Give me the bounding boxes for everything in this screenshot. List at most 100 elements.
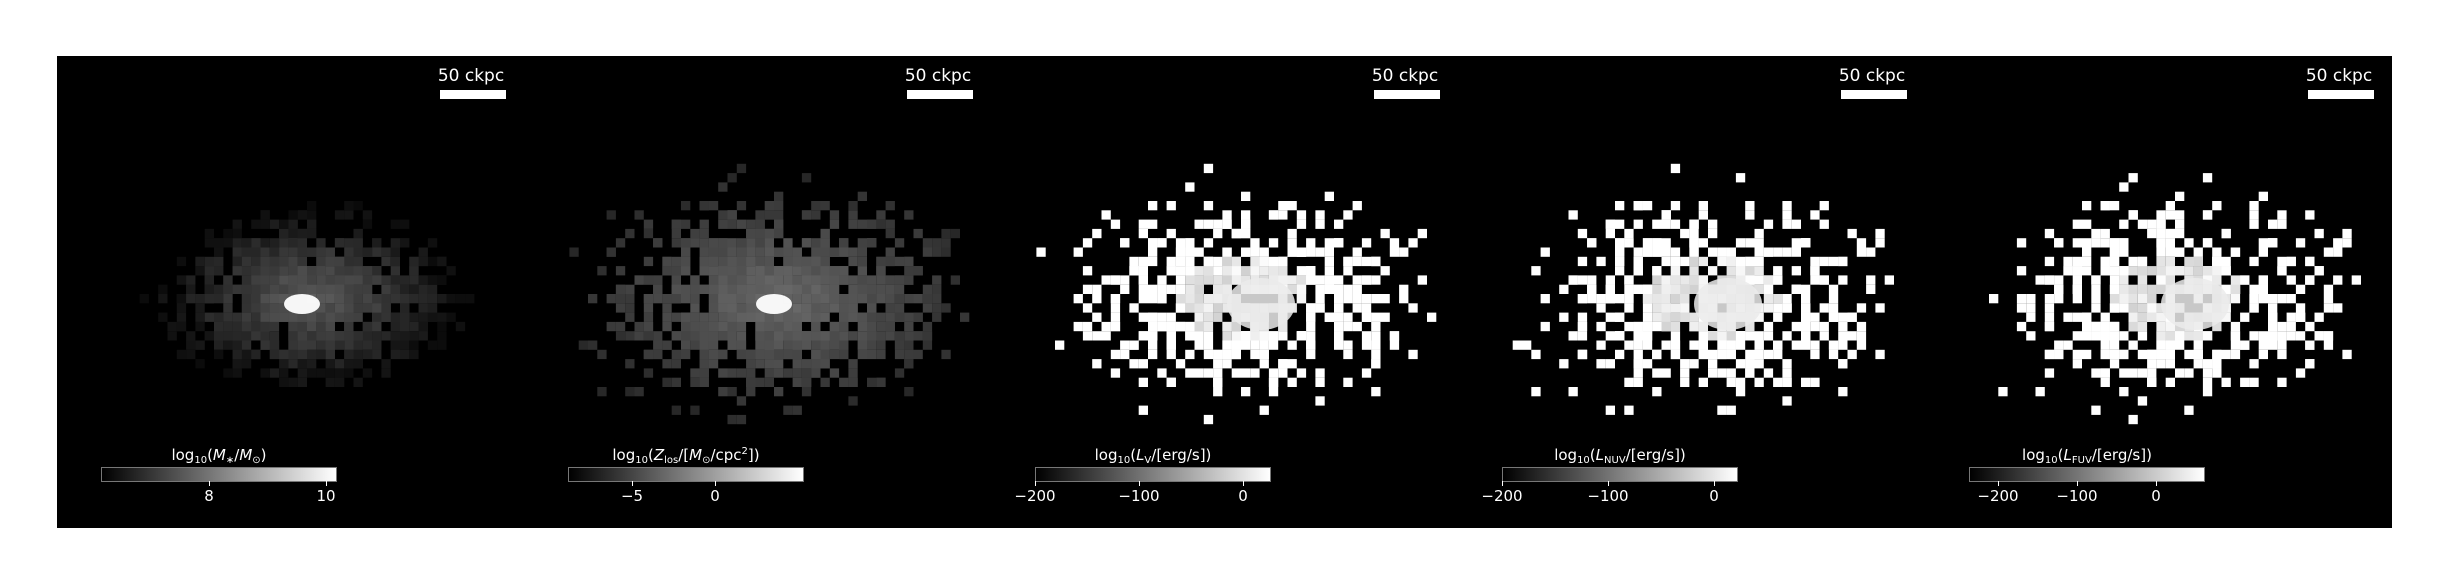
map-pixel [1698,210,1708,220]
map-pixel [316,266,326,276]
map-pixel [2156,238,2166,248]
map-pixel [1203,368,1214,378]
map-pixel [597,266,607,276]
map-pixel [1129,359,1139,369]
map-pixel [1577,275,1588,285]
map-pixel [1642,284,1653,294]
map-pixel [1296,331,1307,341]
map-pixel [1605,284,1615,294]
map-pixel [1670,349,1681,360]
map-pixel [1203,331,1214,341]
map-pixel [643,321,654,332]
map-pixel [158,284,168,294]
map-pixel [427,256,438,267]
map-pixel [643,256,654,267]
map-pixel [1082,321,1093,332]
map-pixel [1073,294,1083,304]
map-pixel [857,294,867,304]
map-pixel [718,284,728,294]
map-pixel [1745,210,1755,220]
map-pixel [1213,275,1223,285]
map-pixel [2202,173,2213,183]
map-pixel [204,266,214,276]
map-pixel [718,275,728,285]
map-pixel [1745,201,1755,211]
map-pixel [820,377,830,387]
map-pixel [615,321,626,332]
map-pixel [1417,275,1427,285]
map-pixel [792,312,802,322]
map-pixel [2156,321,2166,332]
map-pixel [353,201,363,211]
map-pixel [1287,340,1297,350]
map-pixel [1847,349,1857,360]
map-pixel [857,191,867,201]
map-pixel [699,368,709,378]
map-pixel [269,340,280,350]
map-pixel [307,228,317,239]
map-pixel [204,228,214,239]
map-pixel [2100,377,2110,387]
map-pixel [2109,266,2120,276]
map-pixel [1361,294,1372,304]
map-pixel [344,238,354,248]
map-pixel [1624,284,1634,294]
map-pixel [1726,340,1736,350]
map-pixel [1222,340,1232,350]
map-pixel [736,321,747,332]
map-pixel [1856,331,1867,341]
map-pixel [876,321,886,332]
galaxy-core [284,294,320,314]
map-pixel [2119,284,2129,294]
map-pixel [1680,275,1690,285]
map-pixel [1633,219,1643,229]
map-pixel [1175,359,1186,369]
map-pixel [811,303,821,313]
map-pixel [1708,219,1718,229]
map-pixel [1315,377,1325,387]
map-pixel [1268,331,1279,341]
map-pixel [316,368,326,378]
map-pixel [390,331,400,341]
map-pixel [1689,312,1699,322]
map-pixel [223,275,233,285]
map-pixel [736,396,747,406]
map-pixel [2221,349,2231,360]
map-pixel [1343,377,1353,387]
map-pixel [792,331,802,341]
map-pixel [232,256,242,267]
map-pixel [1278,266,1288,276]
map-pixel [708,294,719,304]
map-pixel [839,294,849,304]
map-pixel [1148,201,1158,211]
map-pixel [251,247,261,257]
map-pixel [1185,284,1195,294]
map-pixel [316,294,326,304]
map-pixel [894,312,905,322]
map-pixel [2249,303,2259,313]
map-pixel [1399,247,1409,257]
colorbar-label: log10(Zlos/[M⊙/cpc2]) [612,446,760,466]
map-pixel [1624,405,1634,415]
map-pixel [1148,256,1158,267]
map-pixel [1773,275,1783,285]
map-pixel [1092,284,1102,294]
map-pixel [1148,312,1158,322]
map-pixel [1512,340,1522,350]
map-pixel [588,340,598,350]
map-pixel [1250,247,1260,257]
map-pixel [372,312,382,322]
map-pixel [1185,266,1195,276]
map-pixel [1203,275,1214,285]
map-pixel [1148,238,1158,248]
map-pixel [643,303,654,313]
map-pixel [746,368,756,378]
map-pixel [774,275,784,285]
map-pixel [1596,340,1606,350]
map-pixel [615,266,626,276]
map-pixel [2026,303,2036,313]
map-pixel [2054,349,2064,360]
map-pixel [894,303,905,313]
map-pixel [1203,340,1214,350]
map-pixel [1652,275,1662,285]
